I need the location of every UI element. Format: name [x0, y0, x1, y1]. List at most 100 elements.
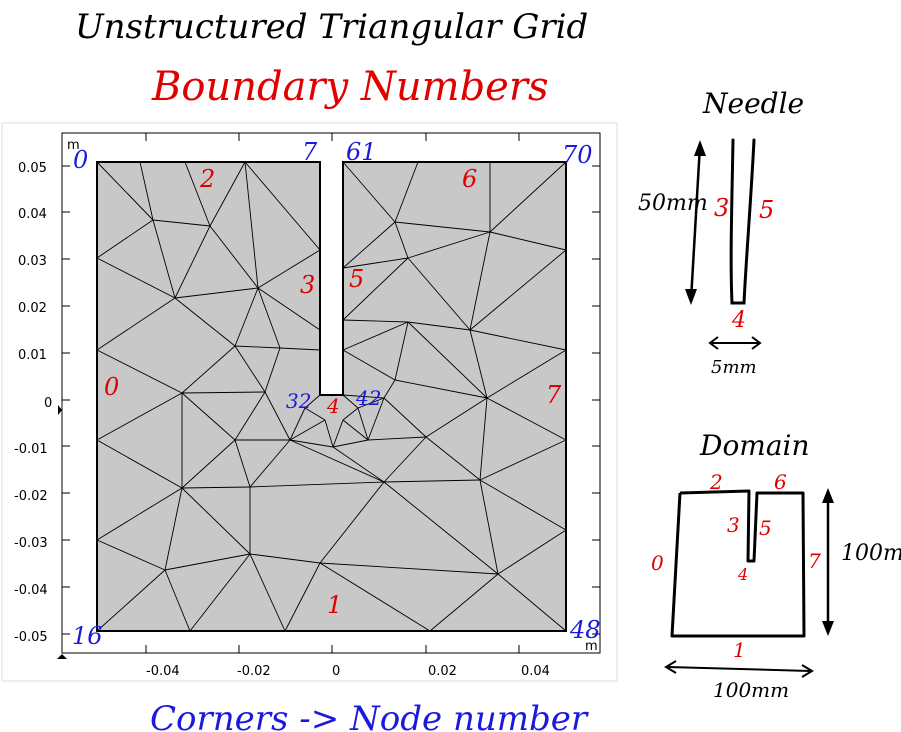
x-tick-label: 0.04	[521, 664, 550, 679]
mesh-edge	[264, 347, 281, 393]
mesh-edge	[342, 319, 409, 323]
mesh-edge	[279, 347, 321, 351]
mesh-edge	[342, 419, 369, 441]
mesh-edge	[394, 221, 409, 259]
figure-subtitle: Boundary Numbers	[151, 64, 549, 110]
node-label: 16	[72, 622, 103, 650]
mesh-edge	[407, 321, 471, 331]
y-tick-label: 0	[44, 396, 52, 411]
boundary-label: 7	[546, 381, 562, 409]
mesh-edge	[234, 345, 266, 393]
domain-title: Domain	[699, 429, 810, 462]
x-axis: -0.04 -0.02 0 0.02 0.04	[146, 664, 550, 679]
mesh-edge	[189, 553, 251, 632]
mesh-edge	[469, 329, 567, 351]
mesh-edge	[383, 481, 499, 575]
mesh-edge	[249, 439, 291, 488]
mesh-edge	[324, 419, 334, 448]
mesh-edge	[486, 397, 567, 441]
mesh-edge	[342, 349, 396, 381]
mesh-edge	[497, 573, 567, 632]
width-arrow	[667, 666, 811, 672]
mesh-edge	[429, 573, 499, 632]
axis-marker	[57, 654, 67, 659]
mesh-edge	[234, 345, 281, 349]
mesh-edge	[486, 349, 567, 399]
domain-label: 0	[651, 551, 664, 575]
mesh-edge	[342, 221, 396, 269]
node-label: 42	[355, 386, 381, 410]
mesh-edge	[289, 419, 326, 441]
mesh-edge	[383, 379, 396, 399]
boundary-label: 4	[326, 394, 340, 418]
mesh-edge	[383, 479, 481, 483]
mesh-edges	[96, 161, 567, 632]
domain-label: 5	[759, 516, 772, 540]
domain-label: 6	[774, 470, 787, 494]
mesh-edge	[383, 397, 427, 438]
node-label: 7	[302, 138, 318, 166]
mesh-edge	[479, 479, 567, 531]
mesh-edge	[96, 539, 166, 571]
mesh-edge	[174, 225, 211, 299]
mesh-edge	[234, 391, 266, 441]
mesh-edge	[96, 349, 183, 394]
mesh-edge	[319, 562, 499, 575]
mesh-edge	[479, 439, 567, 481]
mesh-edge	[249, 481, 385, 488]
mesh-edge	[284, 562, 321, 632]
y-tick-label: 0.05	[18, 161, 47, 176]
domain-outline	[670, 489, 806, 638]
node-numbers: 0 7 61 70 32 42 16 48	[72, 138, 601, 650]
arrow-head	[801, 664, 814, 678]
mesh-edge	[394, 379, 488, 399]
mesh-edge	[479, 397, 488, 481]
domain-sketch: Domain 100mm 100mm 2 6 3 5 0 7 4 1	[651, 429, 901, 702]
mesh-edge	[407, 231, 491, 259]
mesh-edge	[469, 249, 567, 331]
mesh-edge	[332, 419, 344, 448]
figure-title: Unstructured Triangular Grid	[75, 7, 588, 47]
mesh-edge	[96, 257, 176, 299]
mesh-edge	[319, 562, 431, 632]
mesh-edge	[244, 161, 321, 251]
needle-outline	[729, 138, 756, 305]
mesh-edge	[152, 219, 176, 299]
mesh-edge	[342, 161, 396, 223]
mesh-edge	[164, 553, 251, 571]
arrow-head	[822, 621, 834, 636]
mesh-edge	[357, 397, 385, 409]
needle-sketch: Needle 50mm 3 5 4 5mm	[638, 87, 804, 378]
x-tick-label: 0	[332, 664, 340, 679]
boundary-label: 0	[104, 373, 119, 401]
mesh-edge	[181, 487, 251, 555]
mesh-edge	[289, 439, 334, 448]
y-tick-label: -0.05	[14, 630, 48, 645]
boundary-label: 2	[199, 165, 215, 193]
mesh-edge	[394, 321, 409, 381]
mesh-edge	[383, 436, 427, 483]
mesh-edge	[152, 219, 211, 227]
node-label: 70	[562, 141, 593, 169]
domain-label: 3	[727, 513, 740, 537]
mesh-edge	[319, 481, 385, 564]
mesh-edge	[289, 407, 306, 441]
mesh-edge	[174, 287, 259, 299]
mesh-edge	[139, 161, 154, 221]
mesh-edge	[234, 287, 259, 347]
mesh-edge	[257, 287, 281, 349]
mesh-edge	[425, 397, 488, 438]
mesh-edge	[342, 257, 409, 269]
mesh-edge	[425, 436, 481, 481]
x-tick-label: 0.02	[428, 664, 457, 679]
arrow-head	[708, 336, 719, 350]
mesh-edge	[469, 329, 488, 399]
needle-tip-label: 4	[731, 308, 746, 333]
mesh-edge	[332, 439, 369, 448]
y-tick-label: 0.01	[18, 348, 47, 363]
y-tick-label: 0.02	[18, 301, 47, 316]
boundary-label: 5	[349, 265, 364, 293]
mesh-edge	[407, 257, 471, 331]
mesh-edge	[479, 479, 499, 575]
